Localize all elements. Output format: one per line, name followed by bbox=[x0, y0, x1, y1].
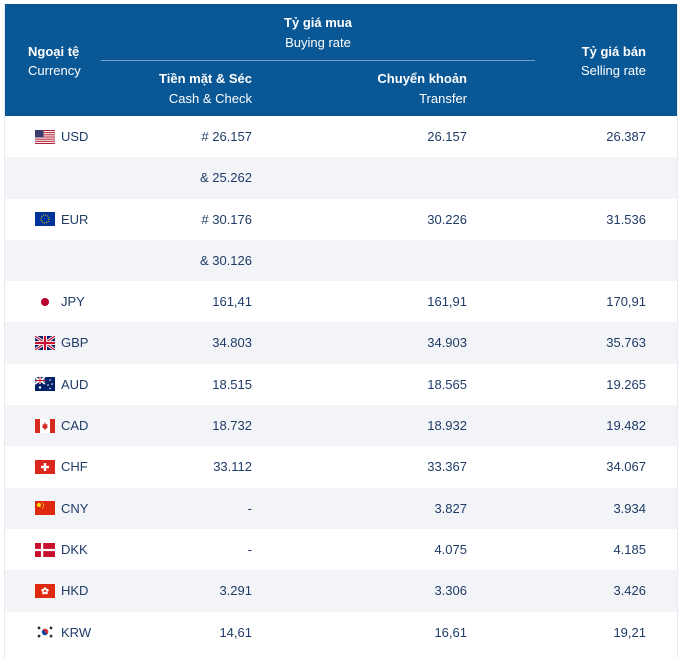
transfer-rate-cell: 161,91 bbox=[427, 294, 467, 310]
currency-code: CAD bbox=[61, 418, 89, 434]
transfer-rate-cell: 18.565 bbox=[427, 376, 467, 392]
table-row: AUD 18.515 18.565 19.265 bbox=[5, 364, 677, 405]
currency-cell: AUD bbox=[35, 364, 135, 405]
currency-code: GBP bbox=[61, 335, 89, 351]
transfer-rate-cell: 26.157 bbox=[427, 129, 467, 144]
cash-rate-cell: & 30.126 bbox=[199, 252, 252, 268]
table-row: EUR # 30.176 30.226 31.536 bbox=[5, 199, 677, 240]
transfer-rate-cell: 4.075 bbox=[434, 541, 467, 557]
table-row: & 30.126 bbox=[5, 239, 677, 282]
selling-rate-cell: 19.482 bbox=[606, 418, 646, 434]
selling-rate-cell: 34.067 bbox=[606, 459, 646, 475]
jp-flag-icon bbox=[35, 294, 55, 309]
currency-cell: KRW bbox=[35, 612, 135, 653]
transfer-header-vi: Chuyển khoản bbox=[377, 71, 467, 86]
kr-flag-icon bbox=[35, 625, 55, 640]
header-divider bbox=[101, 60, 535, 61]
ch-flag-icon bbox=[35, 460, 55, 475]
transfer-rate-cell: 30.226 bbox=[427, 211, 467, 227]
currency-code: AUD bbox=[61, 376, 89, 392]
cash-rate-cell: # 26.157 bbox=[201, 129, 252, 144]
table-row: KRW 14,61 16,61 19,21 bbox=[5, 612, 677, 653]
selling-rate-cell: 3.934 bbox=[613, 500, 646, 516]
transfer-header-en: Transfer bbox=[419, 91, 467, 106]
currency-code: EUR bbox=[61, 211, 89, 227]
cash-rate-cell: 18.515 bbox=[212, 376, 252, 392]
selling-rate-cell: 26.387 bbox=[606, 129, 646, 144]
transfer-rate-cell: 18.932 bbox=[427, 418, 467, 434]
dk-flag-icon bbox=[35, 542, 55, 557]
currency-code: HKD bbox=[61, 583, 89, 599]
transfer-rate-cell: 3.827 bbox=[434, 500, 467, 516]
cash-rate-cell: 3.291 bbox=[219, 583, 252, 599]
us-flag-icon bbox=[35, 129, 55, 144]
table-row: JPY 161,41 161,91 170,91 bbox=[5, 281, 677, 322]
currency-cell: DKK bbox=[35, 529, 135, 570]
selling-rate-cell: 31.536 bbox=[606, 211, 646, 227]
table-row: CAD 18.732 18.932 19.482 bbox=[5, 405, 677, 447]
currency-code: CHF bbox=[61, 459, 88, 475]
hk-flag-icon bbox=[35, 583, 55, 598]
currency-code: JPY bbox=[61, 294, 85, 310]
selling-rate-cell: 19.265 bbox=[606, 376, 646, 392]
table-row: HKD 3.291 3.306 3.426 bbox=[5, 570, 677, 612]
transfer-rate-cell: 16,61 bbox=[434, 624, 467, 640]
table-row: USD # 26.157 26.157 26.387 bbox=[5, 116, 677, 157]
table-header: Ngoại tệ Currency Tỷ giá mua Buying rate… bbox=[5, 4, 677, 116]
table-row: DKK - 4.075 4.185 bbox=[5, 529, 677, 570]
selling-rate-header-en: Selling rate bbox=[580, 63, 646, 78]
cash-rate-cell: & 25.262 bbox=[199, 170, 252, 186]
cash-rate-cell: - bbox=[247, 541, 252, 557]
currency-cell: USD bbox=[35, 116, 135, 157]
currency-cell: CHF bbox=[35, 446, 135, 487]
table-row: GBP 34.803 34.903 35.763 bbox=[5, 322, 677, 364]
currency-cell: EUR bbox=[35, 199, 135, 240]
currency-cell: GBP bbox=[35, 322, 135, 363]
currency-cell: HKD bbox=[35, 570, 135, 611]
selling-rate-cell: 19,21 bbox=[613, 624, 646, 640]
cash-rate-cell: 14,61 bbox=[219, 624, 252, 640]
cash-rate-cell: # 30.176 bbox=[201, 211, 252, 227]
ca-flag-icon bbox=[35, 418, 55, 433]
currency-cell: CAD bbox=[35, 405, 135, 446]
table-row: CHF 33.112 33.367 34.067 bbox=[5, 446, 677, 487]
cash-rate-cell: 161,41 bbox=[212, 294, 252, 310]
selling-rate-cell: 4.185 bbox=[613, 541, 646, 557]
selling-rate-cell: 35.763 bbox=[606, 335, 646, 351]
cash-rate-cell: 18.732 bbox=[212, 418, 252, 434]
table-row: CNY - 3.827 3.934 bbox=[5, 487, 677, 529]
cash-header-en: Cash & Check bbox=[168, 91, 252, 106]
currency-code: CNY bbox=[61, 500, 89, 516]
cn-flag-icon bbox=[35, 501, 55, 516]
currency-code: DKK bbox=[61, 541, 88, 557]
cash-rate-cell: - bbox=[247, 500, 252, 516]
buying-rate-header-vi: Tỷ giá mua bbox=[284, 15, 352, 30]
currency-header-en: Currency bbox=[28, 63, 81, 78]
currency-cell: JPY bbox=[35, 281, 135, 322]
table-body: USD # 26.157 26.157 26.387 & 25.262 EUR # 30.1… bbox=[5, 116, 677, 653]
cash-rate-cell: 34.803 bbox=[212, 335, 252, 351]
currency-cell bbox=[35, 240, 135, 281]
selling-rate-cell: 3.426 bbox=[613, 583, 646, 599]
transfer-rate-cell: 3.306 bbox=[434, 583, 467, 599]
buying-rate-header-en: Buying rate bbox=[285, 35, 351, 50]
au-flag-icon bbox=[35, 377, 55, 392]
currency-cell: CNY bbox=[35, 488, 135, 529]
gb-flag-icon bbox=[35, 336, 55, 351]
cash-rate-cell: 33.112 bbox=[213, 459, 252, 475]
transfer-rate-cell: 34.903 bbox=[427, 335, 467, 351]
selling-rate-header-vi: Tỷ giá bán bbox=[581, 44, 646, 59]
currency-code: USD bbox=[61, 129, 89, 144]
currency-header-vi: Ngoại tệ bbox=[28, 44, 80, 59]
table-row: & 25.262 bbox=[5, 157, 677, 199]
cash-header-vi: Tiền mặt & Séc bbox=[159, 71, 252, 86]
eu-flag-icon bbox=[35, 212, 55, 227]
selling-rate-cell: 170,91 bbox=[606, 294, 646, 310]
transfer-rate-cell: 33.367 bbox=[427, 459, 467, 475]
currency-code: KRW bbox=[61, 624, 92, 640]
exchange-rate-table: Ngoại tệ Currency Tỷ giá mua Buying rate… bbox=[4, 4, 678, 658]
currency-cell bbox=[35, 157, 135, 198]
